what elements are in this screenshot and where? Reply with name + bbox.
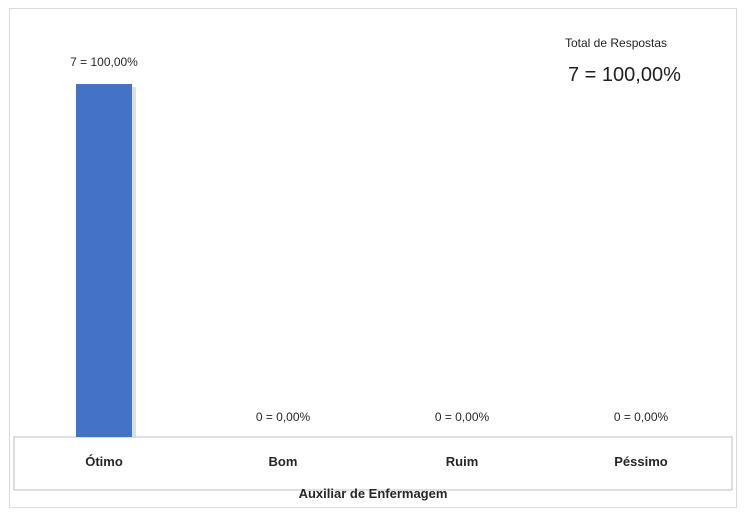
category-label-3: Ruim (446, 454, 479, 469)
data-label-2: 0 = 0,00% (256, 410, 311, 424)
data-label-1: 7 = 100,00% (70, 55, 138, 69)
bar-1 (76, 84, 132, 437)
x-axis-title: Auxiliar de Enfermagem (299, 486, 448, 501)
category-axis-box (13, 436, 733, 491)
total-responses-value: 7 = 100,00% (568, 64, 681, 86)
total-responses-label: Total de Respostas (565, 36, 668, 50)
data-label-4: 0 = 0,00% (614, 410, 669, 424)
category-label-4: Péssimo (614, 454, 668, 469)
data-label-3: 0 = 0,00% (435, 410, 490, 424)
category-label-2: Bom (269, 454, 298, 469)
category-label-1: Ótimo (85, 454, 123, 469)
